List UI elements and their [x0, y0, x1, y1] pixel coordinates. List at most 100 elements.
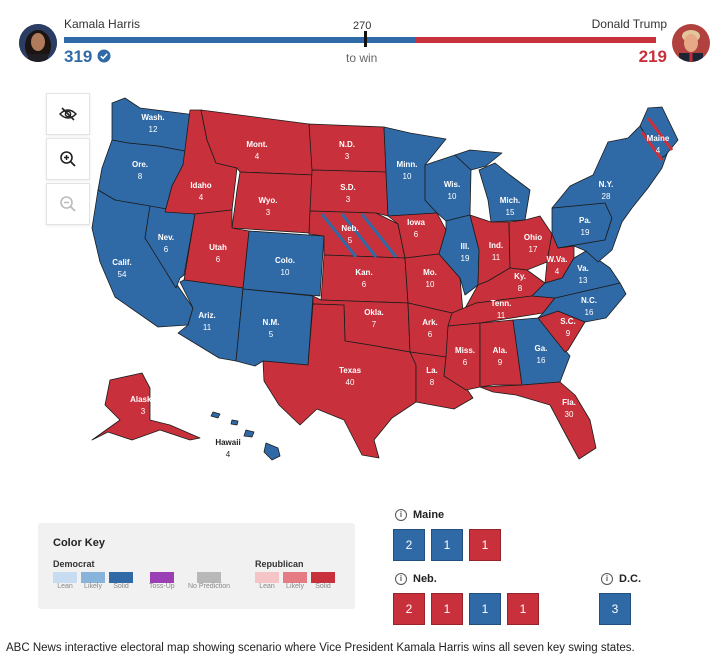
- state-ks[interactable]: [320, 254, 409, 304]
- state-mi[interactable]: [478, 162, 531, 223]
- legend-likely-label: Likely: [84, 583, 102, 590]
- neb-label: Neb.: [413, 573, 437, 585]
- state-label: Ga.: [535, 344, 548, 353]
- legend-rep-solid: Solid: [311, 572, 335, 590]
- state-label: Miss.: [455, 346, 475, 355]
- state-electoral-votes: 11: [497, 311, 506, 320]
- state-tx[interactable]: [262, 303, 417, 459]
- win-threshold-marker: [364, 31, 367, 47]
- state-co[interactable]: [242, 230, 325, 297]
- neb-district-button[interactable]: 1: [469, 593, 501, 625]
- legend-solid-label: Solid: [113, 583, 129, 590]
- swatch-dem-solid: [109, 572, 133, 583]
- state-electoral-votes: 16: [585, 308, 594, 317]
- state-label: Tenn.: [491, 299, 512, 308]
- state-electoral-votes: 12: [149, 125, 158, 134]
- state-oh[interactable]: [508, 215, 553, 271]
- color-key-rep-label: Republican: [255, 559, 304, 569]
- state-label: Hawaii: [215, 438, 240, 447]
- state-wy[interactable]: [231, 171, 315, 234]
- state-label: N.M.: [263, 318, 280, 327]
- harris-avatar: [19, 24, 57, 62]
- maine-district-button[interactable]: 1: [469, 529, 501, 561]
- zoom-out-button[interactable]: [46, 183, 90, 225]
- state-ak[interactable]: [91, 372, 201, 441]
- state-al[interactable]: [479, 319, 523, 388]
- state-electoral-votes: 7: [372, 320, 377, 329]
- swatch-rep-solid: [311, 572, 335, 583]
- state-electoral-votes: 17: [529, 245, 538, 254]
- dem-electoral-votes: 319: [64, 47, 111, 67]
- info-icon[interactable]: i: [395, 509, 407, 521]
- state-electoral-votes: 19: [581, 228, 590, 237]
- state-ga[interactable]: [512, 317, 571, 386]
- maine-district-stripe: [640, 131, 664, 161]
- dc-label: D.C.: [619, 573, 641, 585]
- state-label: Pa.: [579, 216, 591, 225]
- zoom-in-button[interactable]: [46, 138, 90, 180]
- maine-district-button[interactable]: 1: [431, 529, 463, 561]
- state-electoral-votes: 10: [281, 268, 290, 277]
- neb-district-button[interactable]: 2: [393, 593, 425, 625]
- state-hi[interactable]: [210, 411, 281, 461]
- legend-dem-solid: Solid: [109, 572, 133, 590]
- state-fl[interactable]: [479, 381, 597, 460]
- state-label: Calif.: [112, 258, 132, 267]
- maine-district-stripe: [646, 117, 674, 151]
- state-electoral-votes: 6: [463, 358, 468, 367]
- state-label: La.: [426, 366, 438, 375]
- state-label: Ill.: [461, 242, 470, 251]
- state-label: Nev.: [158, 233, 174, 242]
- dc-district-button[interactable]: 3: [599, 593, 631, 625]
- state-electoral-votes: 4: [656, 146, 661, 155]
- swatch-no-prediction: [197, 572, 222, 583]
- harris-portrait-icon: [19, 24, 57, 62]
- state-electoral-votes: 13: [579, 276, 588, 285]
- state-label: Fla.: [562, 398, 576, 407]
- color-key-panel: Color Key Democrat Republican Lean Likel…: [38, 523, 355, 609]
- neb-district-button[interactable]: 1: [431, 593, 463, 625]
- state-label: Texas: [339, 366, 362, 375]
- neb-district-button[interactable]: 1: [507, 593, 539, 625]
- swatch-tossup: [149, 572, 174, 583]
- state-mi-upper[interactable]: [454, 149, 503, 171]
- swatch-dem-lean: [53, 572, 77, 583]
- info-icon[interactable]: i: [395, 573, 407, 585]
- rep-candidate-name: Donald Trump: [591, 17, 667, 31]
- state-electoral-votes: 5: [348, 236, 353, 245]
- state-electoral-votes: 15: [506, 208, 515, 217]
- map-caption: ABC News interactive electoral map showi…: [6, 642, 635, 654]
- legend-solid-label: Solid: [315, 583, 331, 590]
- eye-slash-icon: [59, 107, 77, 121]
- state-label: Ore.: [132, 160, 148, 169]
- state-label: Maine: [647, 134, 670, 143]
- maine-district-button[interactable]: 2: [393, 529, 425, 561]
- legend-rep-likely: Likely: [283, 572, 307, 590]
- maine-label: Maine: [413, 509, 445, 521]
- state-electoral-votes: 3: [345, 152, 350, 161]
- state-label: N.C.: [581, 296, 597, 305]
- state-sd[interactable]: [309, 169, 389, 217]
- win-threshold-label: to win: [346, 51, 378, 65]
- legend-lean-label: Lean: [259, 583, 275, 590]
- state-electoral-votes: 11: [203, 323, 212, 332]
- state-label: Okla.: [364, 308, 384, 317]
- state-electoral-votes: 9: [498, 358, 503, 367]
- info-icon[interactable]: i: [601, 573, 613, 585]
- state-label: Mo.: [423, 268, 437, 277]
- state-nm[interactable]: [235, 288, 314, 367]
- hide-labels-button[interactable]: [46, 93, 90, 135]
- state-label: Ky.: [514, 272, 526, 281]
- rep-progress-bar: [415, 37, 656, 43]
- legend-tossup-label: Toss-Up: [149, 583, 175, 590]
- legend-rep-lean: Lean: [255, 572, 279, 590]
- state-label: N.Y.: [599, 180, 614, 189]
- state-label: Ohio: [524, 233, 542, 242]
- state-electoral-votes: 8: [430, 378, 435, 387]
- state-electoral-votes: 11: [492, 253, 501, 262]
- swatch-rep-lean: [255, 572, 279, 583]
- state-label: Ark.: [422, 318, 438, 327]
